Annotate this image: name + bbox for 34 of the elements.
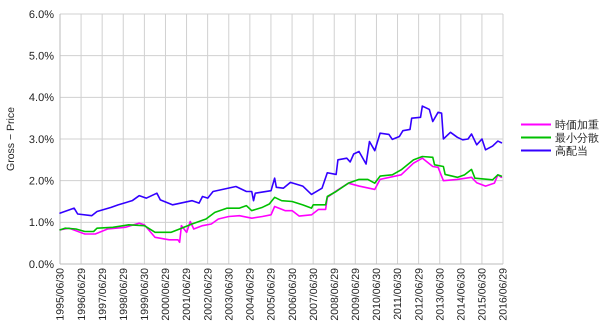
y-tick-label: 1.0% [28,217,54,230]
x-tick-label: 2015/06/30 [476,268,489,321]
x-tick-label: 1998/06/29 [118,268,130,321]
x-tick-label: 2008/06/29 [328,268,341,321]
x-tick-label: 2003/06/30 [223,268,236,321]
legend-label: 時価加重 [555,118,599,132]
y-tick-label: 3.0% [28,134,54,146]
x-tick-label: 2010/06/30 [371,268,384,321]
x-tick-label: 2011/06/30 [392,268,404,320]
y-tick-label: 2.0% [28,176,54,188]
x-tick-label: 2009/06/29 [350,268,362,321]
y-tick-label: 6.0% [28,8,54,21]
x-tick-label: 1999/06/30 [139,268,152,321]
x-tick-label: 1995/06/30 [54,268,67,321]
y-tick-label: 5.0% [28,50,54,63]
x-tick-label: 2012/06/29 [413,268,426,321]
legend-label: 高配当 [555,144,588,158]
x-tick-label: 2005/06/29 [266,268,278,321]
x-tick-label: 1996/06/29 [76,268,88,321]
x-tick-label: 2002/06/29 [202,268,214,321]
x-tick-label: 1997/06/29 [96,268,109,321]
x-tick-label: 2007/06/30 [308,268,320,321]
x-tick-label: 2000/06/29 [160,268,172,321]
y-tick-label: 0.0% [28,258,54,271]
line-series [59,105,502,216]
x-tick-label: 2004/06/29 [244,268,257,321]
x-tick-label: 2006/06/30 [286,268,299,321]
y-axis-title: Gross − Price [5,106,17,171]
x-tick-label: 2014/06/30 [456,268,468,321]
x-tick-label: 2016/06/29 [498,268,510,321]
x-tick-label: 2013/06/30 [434,268,446,321]
legend-label: 最小分散 [555,131,599,144]
x-tick-label: 2001/06/29 [181,268,194,321]
y-tick-label: 4.0% [28,92,54,104]
